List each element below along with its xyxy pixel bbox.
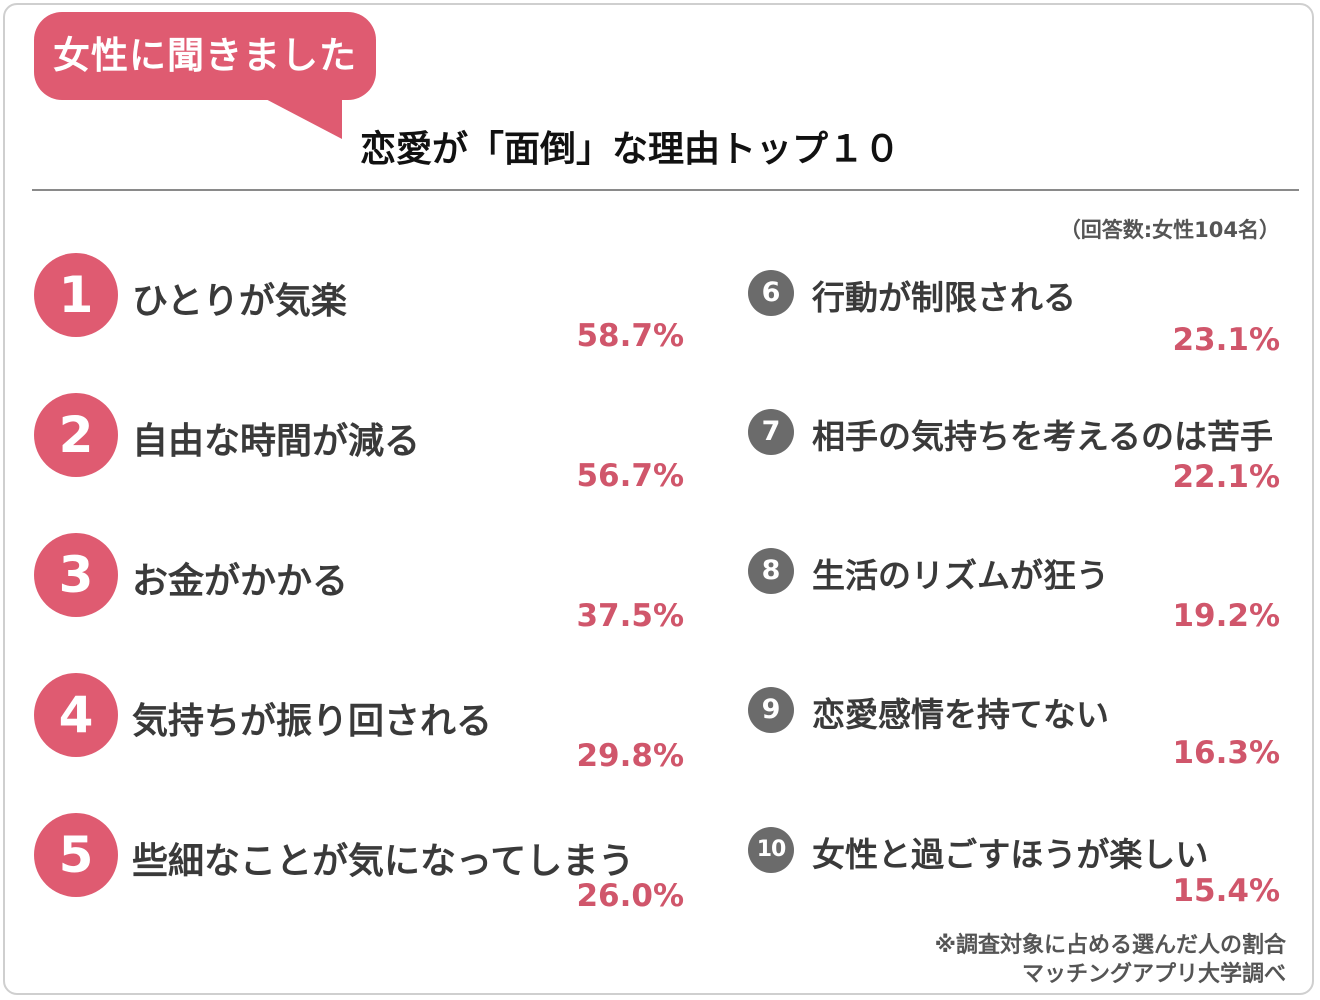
rank-badge: 6 bbox=[748, 270, 794, 316]
rank-badge: 5 bbox=[34, 813, 118, 897]
percent-value: 19.2% bbox=[1172, 598, 1280, 634]
chart-title: 恋愛が「面倒」な理由トップ１０ bbox=[360, 129, 901, 170]
title-divider bbox=[32, 189, 1299, 191]
percent-value: 15.4% bbox=[1172, 873, 1280, 909]
reason-label: お金がかかる bbox=[132, 561, 349, 602]
percent-value: 29.8% bbox=[576, 738, 684, 774]
reason-label: 生活のリズムが狂う bbox=[812, 556, 1109, 595]
percent-value: 58.7% bbox=[576, 318, 684, 354]
speech-bubble-tail bbox=[258, 95, 342, 139]
percent-value: 22.1% bbox=[1172, 459, 1280, 495]
reason-label: 自由な時間が減る bbox=[132, 421, 421, 462]
rank-badge: 9 bbox=[748, 687, 794, 733]
card-frame bbox=[3, 3, 1314, 995]
source-credit: マッチングアプリ大学調べ bbox=[1021, 962, 1286, 987]
reason-label: 相手の気持ちを考えるのは苦手 bbox=[812, 417, 1274, 456]
percent-value: 16.3% bbox=[1172, 735, 1280, 771]
reason-label: ひとりが気楽 bbox=[132, 281, 347, 322]
respondents-note: （回答数:女性104名） bbox=[1059, 218, 1280, 242]
percent-value: 23.1% bbox=[1172, 322, 1280, 358]
reason-label: 行動が制限される bbox=[812, 278, 1076, 317]
rank-badge: 8 bbox=[748, 548, 794, 594]
rank-badge: 7 bbox=[748, 409, 794, 455]
rank-badge: 3 bbox=[34, 533, 118, 617]
rank-badge: 1 bbox=[34, 253, 118, 337]
percent-value: 26.0% bbox=[576, 878, 684, 914]
reason-label: 恋愛感情を持てない bbox=[812, 695, 1109, 734]
reason-label: 些細なことが気になってしまう bbox=[132, 841, 635, 882]
rank-badge: 2 bbox=[34, 393, 118, 477]
reason-label: 女性と過ごすほうが楽しい bbox=[812, 835, 1209, 874]
percent-value: 56.7% bbox=[576, 458, 684, 494]
reason-label: 気持ちが振り回される bbox=[132, 701, 493, 742]
rank-badge: 10 bbox=[748, 827, 794, 873]
percent-value: 37.5% bbox=[576, 598, 684, 634]
rank-badge: 4 bbox=[34, 673, 118, 757]
speech-bubble-badge: 女性に聞きました bbox=[34, 12, 376, 100]
footnote: ※調査対象に占める選んだ人の割合 bbox=[934, 933, 1286, 958]
